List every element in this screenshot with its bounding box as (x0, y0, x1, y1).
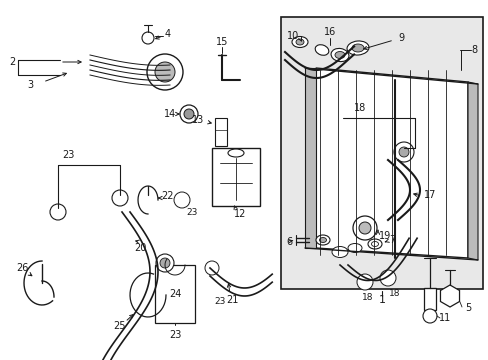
Circle shape (352, 216, 376, 240)
Text: 22: 22 (161, 191, 173, 201)
Text: 11: 11 (438, 313, 450, 323)
Polygon shape (467, 82, 477, 260)
Bar (212, 148, 260, 206)
Text: 23: 23 (186, 207, 197, 216)
Circle shape (183, 109, 194, 119)
Circle shape (356, 274, 372, 290)
Circle shape (160, 258, 170, 268)
Ellipse shape (346, 41, 368, 55)
Ellipse shape (331, 247, 347, 257)
Text: 19: 19 (378, 231, 390, 241)
Circle shape (174, 192, 190, 208)
Text: 1: 1 (378, 295, 385, 305)
Ellipse shape (319, 238, 326, 243)
Ellipse shape (227, 149, 244, 157)
Text: 8: 8 (470, 45, 476, 55)
Polygon shape (315, 68, 467, 258)
Ellipse shape (315, 45, 328, 55)
Text: 7: 7 (388, 235, 394, 245)
Text: 9: 9 (397, 33, 403, 43)
Text: 15: 15 (215, 37, 228, 47)
Circle shape (398, 147, 408, 157)
Text: 6: 6 (285, 237, 291, 247)
Circle shape (180, 105, 198, 123)
Circle shape (156, 254, 174, 272)
Circle shape (379, 270, 395, 286)
Ellipse shape (351, 44, 363, 52)
Text: 18: 18 (388, 289, 400, 298)
Ellipse shape (347, 243, 361, 252)
Circle shape (204, 261, 219, 275)
Circle shape (358, 222, 370, 234)
Text: 18: 18 (353, 103, 366, 113)
Ellipse shape (330, 48, 348, 62)
Text: 23: 23 (168, 330, 181, 340)
Text: 10: 10 (286, 31, 299, 41)
Bar (423, 288, 435, 310)
Circle shape (50, 204, 66, 220)
Text: 4: 4 (164, 29, 171, 39)
Bar (281, 17, 482, 289)
Ellipse shape (367, 239, 381, 249)
Text: 16: 16 (323, 27, 335, 37)
Text: 21: 21 (225, 295, 238, 305)
Circle shape (393, 142, 413, 162)
Text: 20: 20 (134, 243, 146, 253)
Circle shape (422, 309, 436, 323)
Ellipse shape (291, 36, 307, 48)
Ellipse shape (315, 235, 329, 245)
Text: 2: 2 (9, 57, 15, 67)
Text: 18: 18 (362, 293, 373, 302)
Text: 24: 24 (168, 289, 181, 299)
Text: 23: 23 (61, 150, 74, 160)
Text: 12: 12 (233, 209, 245, 219)
Text: 5: 5 (464, 303, 470, 313)
Circle shape (112, 190, 128, 206)
Circle shape (155, 62, 175, 82)
Circle shape (147, 54, 183, 90)
Text: 25: 25 (114, 321, 126, 331)
Text: 14: 14 (163, 109, 176, 119)
Bar (215, 118, 226, 146)
Text: 17: 17 (423, 190, 435, 200)
Text: 3: 3 (27, 80, 33, 90)
Text: 26: 26 (16, 263, 28, 273)
Bar (155, 265, 195, 323)
Text: 23: 23 (214, 297, 225, 306)
Ellipse shape (371, 242, 378, 247)
Ellipse shape (295, 39, 304, 45)
Text: 13: 13 (191, 115, 203, 125)
Ellipse shape (334, 51, 345, 59)
Polygon shape (305, 68, 315, 248)
Circle shape (142, 32, 154, 44)
